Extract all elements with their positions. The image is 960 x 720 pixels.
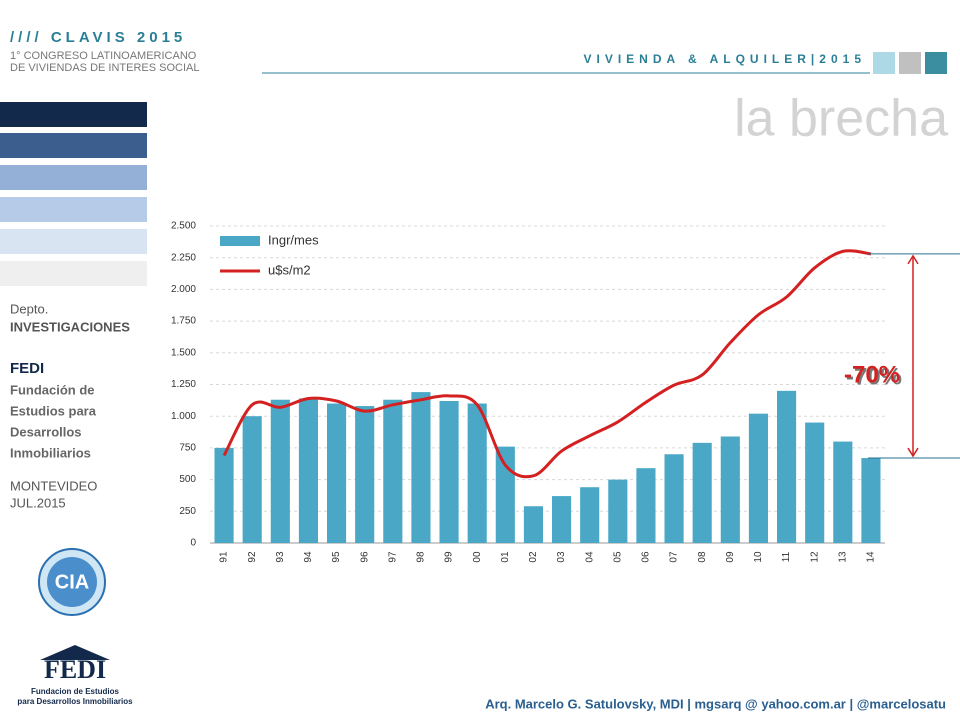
org-full: Fundación de bbox=[10, 382, 95, 397]
congress: DE VIVIENDAS DE INTERES SOCIAL bbox=[10, 62, 200, 74]
section: VIVIENDA & ALQUILER|2015 bbox=[583, 52, 866, 66]
square bbox=[899, 52, 921, 74]
fedi-roof bbox=[40, 645, 110, 660]
bar bbox=[861, 458, 881, 543]
bar bbox=[439, 400, 459, 543]
bar bbox=[720, 436, 740, 543]
bar bbox=[552, 496, 572, 543]
legend-label: u$s/m2 bbox=[268, 262, 311, 277]
side-block bbox=[0, 165, 147, 190]
x-tick-label: 13 bbox=[837, 551, 848, 563]
square bbox=[873, 52, 895, 74]
bar bbox=[580, 487, 600, 543]
y-tick-label: 1.750 bbox=[171, 316, 196, 327]
bar bbox=[242, 416, 262, 543]
gap-arrow-head bbox=[907, 254, 919, 265]
fedi-sub: para Desarrollos Inmobiliarios bbox=[17, 697, 133, 706]
x-tick-label: 91 bbox=[219, 551, 230, 563]
bar bbox=[495, 446, 515, 543]
org: FEDI bbox=[10, 360, 44, 377]
annotation: -70% bbox=[844, 361, 900, 388]
x-tick-label: 02 bbox=[528, 551, 539, 563]
dept-name: INVESTIGACIONES bbox=[10, 319, 130, 334]
side-block bbox=[0, 261, 147, 286]
bar bbox=[383, 399, 403, 543]
bar bbox=[467, 403, 487, 543]
bar bbox=[411, 392, 431, 543]
square bbox=[925, 52, 947, 74]
side-block bbox=[0, 229, 147, 254]
y-tick-label: 2.250 bbox=[171, 252, 196, 263]
footer: Arq. Marcelo G. Satulovsky, MDI | mgsarq… bbox=[485, 696, 946, 711]
y-tick-label: 1.500 bbox=[171, 347, 196, 358]
x-tick-label: 12 bbox=[809, 551, 820, 563]
line bbox=[222, 249, 872, 479]
x-tick-label: 96 bbox=[359, 551, 370, 563]
org-full: Inmobiliarios bbox=[10, 445, 91, 460]
x-tick-label: 06 bbox=[641, 551, 652, 563]
x-tick-label: 95 bbox=[331, 551, 342, 563]
side-block bbox=[0, 102, 147, 127]
bar bbox=[805, 422, 825, 543]
bar bbox=[214, 447, 234, 543]
x-tick-label: 98 bbox=[416, 551, 427, 563]
x-tick-label: 05 bbox=[612, 551, 623, 563]
x-tick-label: 00 bbox=[472, 551, 483, 563]
bar bbox=[777, 390, 797, 543]
city: MONTEVIDEO bbox=[10, 478, 97, 493]
bar bbox=[523, 506, 543, 543]
y-tick-label: 0 bbox=[190, 538, 196, 549]
dept: Depto. bbox=[10, 301, 48, 316]
bar bbox=[355, 406, 375, 543]
annotation-shadow: -70% bbox=[846, 363, 902, 390]
slide-title: la brecha bbox=[734, 90, 948, 148]
x-tick-label: 10 bbox=[753, 551, 764, 563]
fedi-sub: Fundacion de Estudios bbox=[31, 687, 120, 696]
bar bbox=[748, 413, 768, 543]
y-tick-label: 250 bbox=[179, 506, 196, 517]
x-tick-label: 09 bbox=[725, 551, 736, 563]
congress: 1° CONGRESO LATINOAMERICANO bbox=[10, 50, 197, 62]
x-tick-label: 14 bbox=[866, 551, 877, 563]
bar bbox=[298, 398, 318, 543]
gap-arrow-head bbox=[907, 447, 919, 458]
y-tick-label: 500 bbox=[179, 474, 196, 485]
y-tick-label: 1.000 bbox=[171, 411, 196, 422]
y-tick-label: 1.250 bbox=[171, 379, 196, 390]
y-tick-label: 2.000 bbox=[171, 284, 196, 295]
bar bbox=[833, 441, 853, 543]
bar bbox=[270, 399, 290, 543]
org-full: Desarrollos bbox=[10, 424, 82, 439]
x-tick-label: 03 bbox=[556, 551, 567, 563]
x-tick-label: 94 bbox=[303, 551, 314, 563]
side-block bbox=[0, 133, 147, 158]
bar bbox=[636, 468, 656, 543]
x-tick-label: 93 bbox=[275, 551, 286, 563]
x-tick-label: 04 bbox=[584, 551, 595, 563]
y-tick-label: 750 bbox=[179, 443, 196, 454]
x-tick-label: 08 bbox=[697, 551, 708, 563]
x-tick-label: 97 bbox=[387, 551, 398, 563]
legend-label: Ingr/mes bbox=[268, 232, 319, 247]
cia-text: CIA bbox=[55, 571, 89, 593]
date: JUL.2015 bbox=[10, 495, 66, 510]
bar bbox=[608, 479, 628, 543]
x-tick-label: 11 bbox=[781, 551, 792, 562]
brand: //// CLAVIS 2015 bbox=[10, 29, 186, 46]
side-block bbox=[0, 197, 147, 222]
cia-logo bbox=[47, 557, 97, 607]
fedi-text: FEDI bbox=[44, 655, 106, 684]
org-full: Estudios para bbox=[10, 403, 97, 418]
x-tick-label: 99 bbox=[444, 551, 455, 563]
x-tick-label: 07 bbox=[669, 551, 680, 563]
bar bbox=[327, 403, 347, 543]
legend-swatch bbox=[220, 236, 260, 246]
x-tick-label: 92 bbox=[247, 551, 258, 563]
y-tick-label: 2.500 bbox=[171, 221, 196, 232]
x-tick-label: 01 bbox=[500, 551, 511, 563]
bar bbox=[664, 454, 684, 543]
bar bbox=[692, 442, 712, 543]
